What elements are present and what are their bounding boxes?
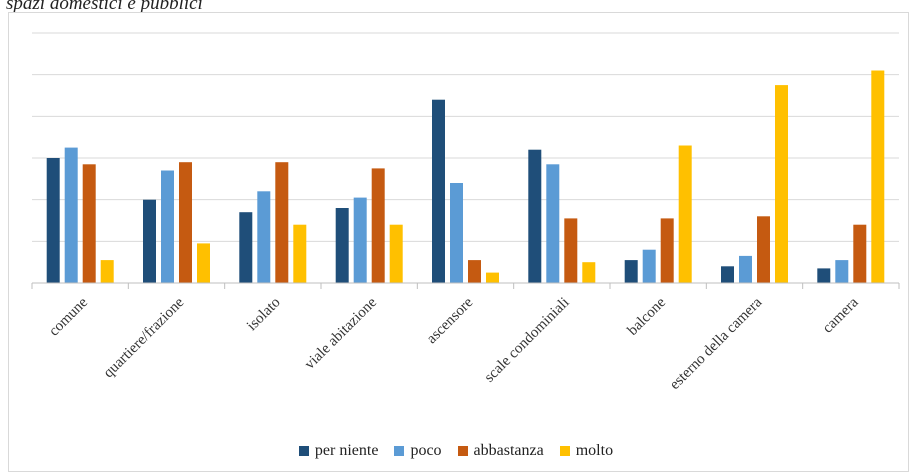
- x-tick-label: scale condominiali: [482, 295, 573, 386]
- bar: [853, 224, 867, 283]
- legend-label: poco: [410, 442, 442, 459]
- bar: [161, 170, 174, 283]
- legend-label: per niente: [314, 442, 379, 459]
- bar: [46, 158, 60, 283]
- x-tick-label: isolato: [244, 295, 284, 335]
- bar: [371, 168, 385, 283]
- x-tick-label: viale abitazione: [302, 294, 380, 372]
- bar: [432, 99, 445, 283]
- legend-swatch: [298, 446, 309, 456]
- legend-item: per niente: [298, 442, 379, 460]
- legend-item: poco: [394, 442, 442, 460]
- bar: [528, 149, 542, 283]
- bar: [353, 197, 367, 283]
- bar: [817, 268, 831, 283]
- legend-label: molto: [575, 442, 614, 459]
- bar: [82, 164, 96, 284]
- bar: [871, 70, 885, 283]
- bar: [64, 147, 78, 283]
- bar: [739, 255, 752, 283]
- bar: [660, 218, 674, 283]
- bar: [293, 224, 307, 283]
- bar: [757, 216, 770, 283]
- bar: [100, 260, 114, 283]
- legend: per niente poco abbastanza molto: [0, 442, 912, 460]
- x-tick-label: camera: [820, 294, 862, 336]
- chart-frame: [8, 12, 909, 472]
- bar: [642, 249, 656, 283]
- chart-title: spazi domestici e pubblici: [6, 0, 203, 14]
- bar: [143, 199, 156, 283]
- bar: [389, 224, 403, 283]
- bars: [46, 70, 885, 284]
- bar: [678, 145, 692, 283]
- x-tick-label: balcone: [625, 294, 670, 339]
- legend-swatch: [394, 446, 405, 456]
- bar: [239, 212, 253, 283]
- x-tick-label: comune: [46, 294, 91, 339]
- bar: [546, 164, 560, 284]
- x-tick-label: esterno della camera: [667, 294, 766, 393]
- x-tick-labels: comune quartiere/frazione isolato viale abi…: [46, 294, 862, 393]
- legend-item: abbastanza: [457, 442, 544, 460]
- bar: [197, 243, 210, 283]
- bar: [582, 262, 596, 283]
- bar: [468, 260, 481, 283]
- legend-swatch: [559, 446, 570, 456]
- legend-label: abbastanza: [473, 442, 544, 459]
- bar: [624, 260, 638, 283]
- bar: [450, 183, 463, 283]
- bar: [564, 218, 578, 283]
- gridlines: [32, 32, 899, 242]
- x-tick-label: ascensore: [424, 294, 477, 347]
- legend-swatch: [457, 446, 468, 456]
- bar: [335, 208, 349, 283]
- legend-item: molto: [559, 442, 614, 460]
- bar: [257, 191, 271, 283]
- bar: [721, 266, 734, 283]
- x-tick-label: quartiere/frazione: [101, 294, 188, 381]
- bar: [775, 85, 788, 283]
- x-axis: [31, 282, 900, 289]
- bar: [486, 272, 499, 283]
- bar: [179, 162, 192, 283]
- bar: [275, 162, 289, 283]
- bar: [835, 260, 849, 283]
